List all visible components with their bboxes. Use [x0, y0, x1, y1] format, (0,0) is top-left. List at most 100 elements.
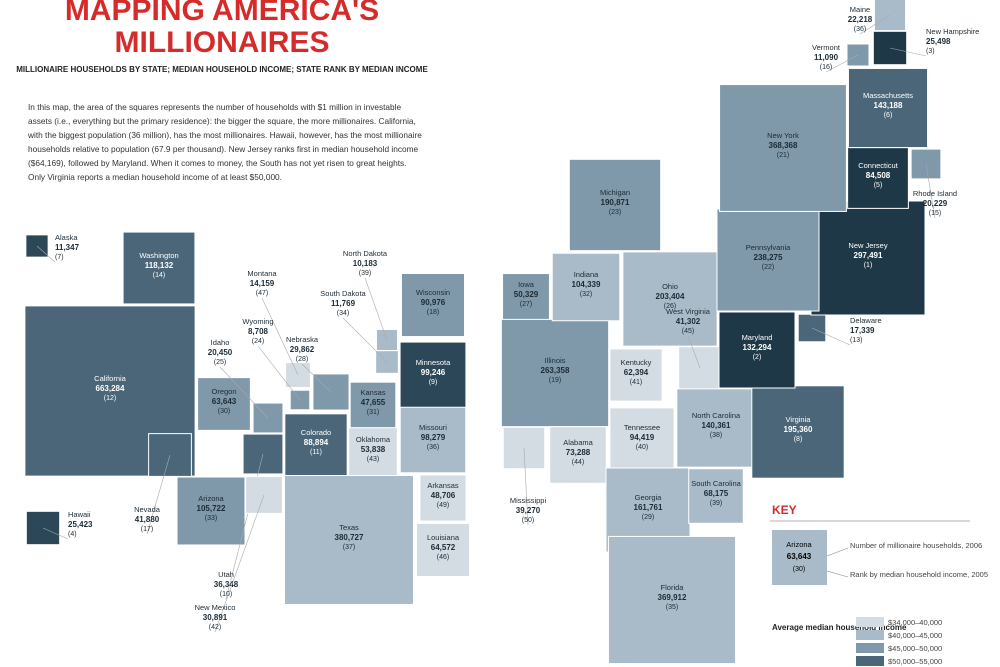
state-rank: (32) — [580, 291, 592, 298]
state-value: 140,361 — [702, 421, 731, 430]
state-name: Minnesota — [416, 358, 451, 367]
state-rank: (28) — [296, 356, 308, 363]
state-name: Maine — [850, 5, 870, 14]
state-rank: (35) — [666, 604, 678, 611]
state-square — [609, 348, 663, 402]
state-value: 368,368 — [769, 141, 798, 150]
state-name: Delaware — [850, 316, 882, 325]
leader-line — [811, 327, 851, 346]
state-square — [502, 273, 550, 321]
state-rank: (27) — [520, 301, 532, 308]
key-band-label: $45,000–50,000 — [888, 644, 942, 653]
state-value: 64,572 — [431, 543, 456, 552]
state-rank: (11) — [310, 449, 322, 456]
state-value: 94,419 — [630, 433, 655, 442]
state-name: Montana — [247, 269, 277, 278]
state-name: California — [94, 374, 127, 383]
state-rank: (49) — [437, 502, 449, 509]
state-value: 90,976 — [421, 298, 446, 307]
state-name: Maryland — [742, 333, 773, 342]
state-rank: (37) — [343, 544, 355, 551]
state-rank: (19) — [549, 377, 561, 384]
state-square — [676, 388, 756, 468]
state-value: 369,912 — [658, 593, 687, 602]
state-rank: (22) — [762, 264, 774, 271]
state-name: Wisconsin — [416, 288, 450, 297]
state-rank: (47) — [256, 290, 268, 297]
state-rank: (36) — [427, 444, 439, 451]
key-example — [772, 530, 827, 585]
leader-line — [219, 366, 269, 419]
state-name: Nevada — [134, 505, 161, 514]
state-name: Iowa — [518, 280, 535, 289]
state-rank: (50) — [522, 517, 534, 524]
state-rank: (1) — [864, 262, 873, 269]
state-square — [176, 476, 246, 546]
leader-line — [342, 317, 388, 363]
state-rank: (4) — [68, 531, 77, 538]
state-square — [847, 147, 909, 209]
leader-line — [301, 363, 332, 393]
state-name: Kansas — [360, 388, 385, 397]
state-square — [197, 377, 251, 431]
title: MAPPING AMERICA'S — [65, 0, 379, 27]
state-name: Utah — [218, 570, 234, 579]
state-name: Nebraska — [286, 335, 319, 344]
state-value: 143,188 — [874, 101, 903, 110]
state-rank: (46) — [437, 554, 449, 561]
state-value: 36,348 — [214, 580, 239, 589]
key-pointer — [826, 570, 849, 578]
state-square — [751, 385, 845, 479]
key-title: KEY — [772, 503, 797, 517]
state-value: 195,360 — [784, 425, 813, 434]
key-pointer — [826, 547, 849, 557]
state-value: 41,302 — [676, 317, 701, 326]
state-value: 263,358 — [541, 366, 570, 375]
state-value: 68,175 — [704, 489, 729, 498]
leader-line — [859, 14, 891, 35]
state-name: Louisiana — [427, 533, 460, 542]
leader-line — [36, 245, 56, 263]
leader-line — [257, 345, 301, 401]
state-value: 380,727 — [335, 533, 364, 542]
state-rank: (12) — [104, 395, 116, 402]
state-rank: (16) — [820, 64, 832, 71]
state-name: Hawaii — [68, 510, 91, 519]
key-caption: Rank by median household income, 2005 — [850, 570, 988, 579]
state-name: Colorado — [301, 428, 331, 437]
state-value: 53,838 — [361, 445, 386, 454]
state-value: 663,284 — [96, 384, 125, 393]
state-square — [122, 231, 196, 305]
state-rank: (5) — [874, 182, 883, 189]
state-square — [688, 468, 744, 524]
state-name: Florida — [661, 583, 685, 592]
state-square — [910, 148, 942, 180]
state-value: 98,279 — [421, 433, 446, 442]
state-name: Arkansas — [427, 481, 459, 490]
key-band-label: $50,000–55,000 — [888, 657, 942, 666]
leader-line — [523, 447, 529, 526]
state-rank: (42) — [209, 624, 221, 631]
state-square — [568, 158, 662, 252]
state-value: 118,132 — [145, 261, 174, 270]
state-rank: (10) — [220, 591, 232, 598]
state-name: Arizona — [198, 494, 224, 503]
state-name: Alaska — [55, 233, 78, 242]
state-name: North Carolina — [692, 411, 741, 420]
key-swatch — [856, 643, 884, 653]
state-square — [349, 381, 397, 429]
key-example-rank: (30) — [793, 566, 805, 573]
state-value: 50,329 — [514, 290, 539, 299]
key-caption: Number of millionaire households, 2006 — [850, 541, 982, 550]
state-value: 203,404 — [656, 292, 685, 301]
state-rank: (21) — [777, 152, 789, 159]
state-value: 25,423 — [68, 520, 93, 529]
leader-line — [261, 297, 299, 376]
state-rank: (39) — [710, 500, 722, 507]
key-swatch — [856, 656, 884, 666]
leader-line — [214, 494, 265, 633]
state-name: Texas — [339, 523, 359, 532]
intro: In this map, the area of the squares rep… — [28, 102, 422, 182]
state-value: 99,246 — [421, 368, 446, 377]
